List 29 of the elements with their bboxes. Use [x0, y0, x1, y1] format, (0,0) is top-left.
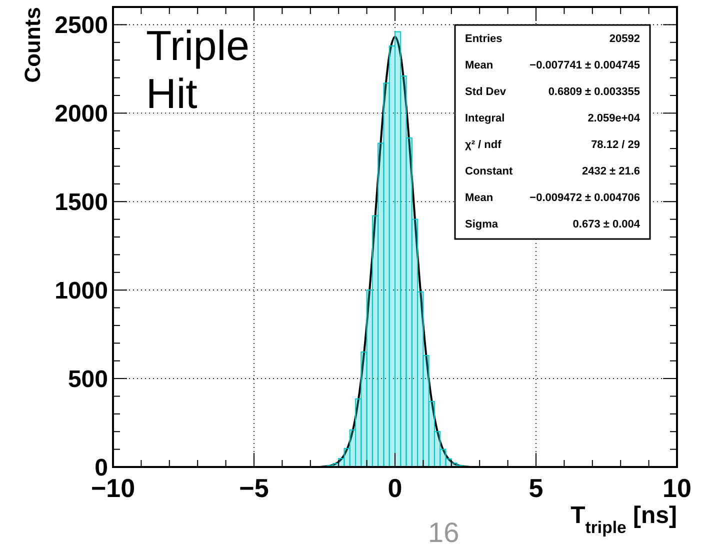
annotation: Mean	[465, 192, 494, 204]
x-tick-label: 5	[528, 473, 544, 503]
x-tick-label: −5	[239, 473, 269, 503]
annotation: Std Dev	[465, 86, 507, 98]
y-tick-label: 2500	[54, 12, 108, 40]
annotation: −0.007741 ± 0.004745	[530, 60, 640, 72]
annotation: 0.6809 ± 0.003355	[548, 86, 640, 98]
annotation: Sigma	[465, 218, 499, 230]
annotation: Mean	[465, 60, 494, 72]
x-axis-title: T$_{triple}$ [ns]	[570, 502, 677, 536]
annotation: 2432 ± 21.6	[582, 166, 640, 178]
annotation: Constant	[465, 166, 513, 178]
annotation: −0.009472 ± 0.004706	[530, 192, 640, 204]
y-tick-label: 1000	[54, 277, 108, 304]
x-tick-label: 0	[388, 473, 402, 503]
y-tick-label: 2000	[54, 100, 108, 128]
text: 16	[428, 517, 460, 548]
annotation: 78.12 / 29	[591, 139, 640, 151]
annotation: 20592	[609, 33, 640, 45]
annotation: χ² / ndf	[465, 139, 502, 151]
x-tick-label: 10	[662, 473, 692, 503]
annotation: 2.059e+04	[588, 112, 641, 124]
y-tick-label: 500	[68, 366, 108, 393]
y-tick-label: 1500	[54, 189, 108, 216]
y-axis-title: Counts	[20, 7, 45, 83]
text: Triple Hit	[146, 22, 250, 117]
annotation: 0.673 ± 0.004	[572, 218, 641, 230]
annotation: Entries	[465, 33, 502, 45]
annotation: Integral	[465, 112, 505, 124]
